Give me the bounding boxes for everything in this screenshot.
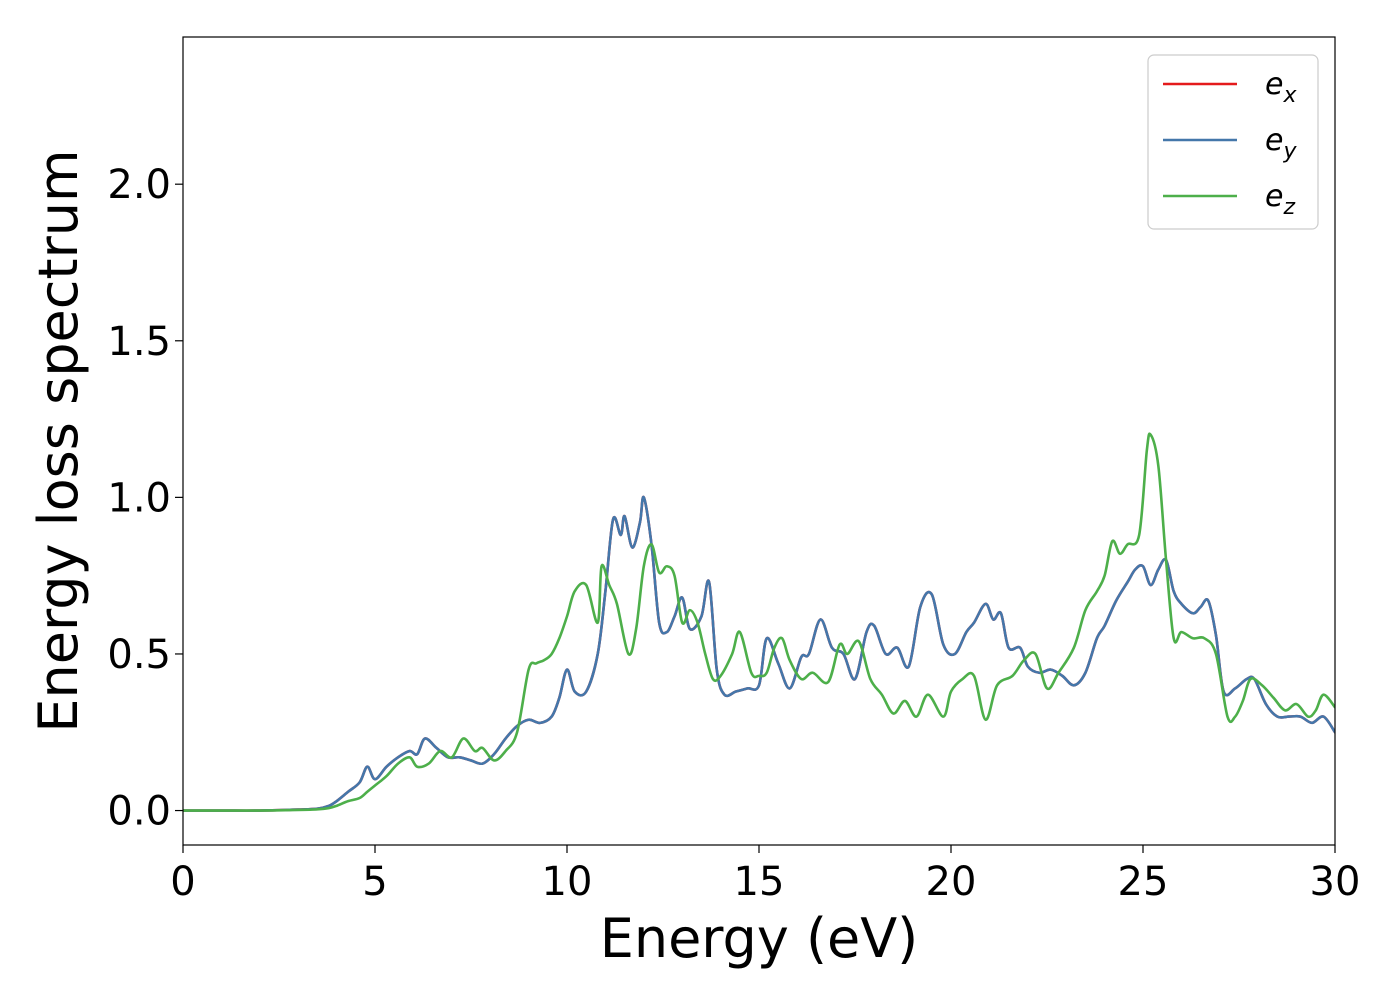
- x-tick-label: 0: [170, 859, 195, 905]
- legend: ex ey ez: [1147, 54, 1319, 230]
- x-axis-label: Energy (eV): [600, 907, 919, 970]
- legend-entry-z: ez: [1265, 179, 1295, 220]
- legend-subscript: z: [1282, 195, 1295, 220]
- y-axis: 0.0 0.5 1.0 1.5 2.0: [107, 162, 183, 835]
- legend-entry-y: ey: [1265, 123, 1297, 164]
- legend-entry-x: ex: [1265, 67, 1297, 108]
- legend-subscript: x: [1282, 83, 1297, 108]
- series-line-y: [183, 495, 1335, 812]
- y-tick-label: 0.0: [107, 789, 171, 835]
- y-tick-label: 0.5: [107, 632, 171, 678]
- legend-subscript: y: [1282, 139, 1297, 164]
- x-axis: 0 5 10 15 20 25 30: [170, 845, 1360, 905]
- y-tick-label: 2.0: [107, 162, 171, 208]
- x-tick-label: 10: [542, 859, 593, 905]
- x-tick-label: 30: [1310, 859, 1361, 905]
- series-layer: [183, 432, 1335, 812]
- x-tick-label: 25: [1118, 859, 1169, 905]
- x-tick-label: 5: [362, 859, 387, 905]
- series-line-z: [183, 432, 1335, 812]
- x-tick-label: 15: [734, 859, 785, 905]
- y-axis-label: Energy loss spectrum: [27, 149, 90, 732]
- y-tick-label: 1.5: [107, 319, 171, 365]
- x-tick-label: 20: [926, 859, 977, 905]
- legend-box: [1147, 54, 1319, 230]
- y-tick-label: 1.0: [107, 475, 171, 521]
